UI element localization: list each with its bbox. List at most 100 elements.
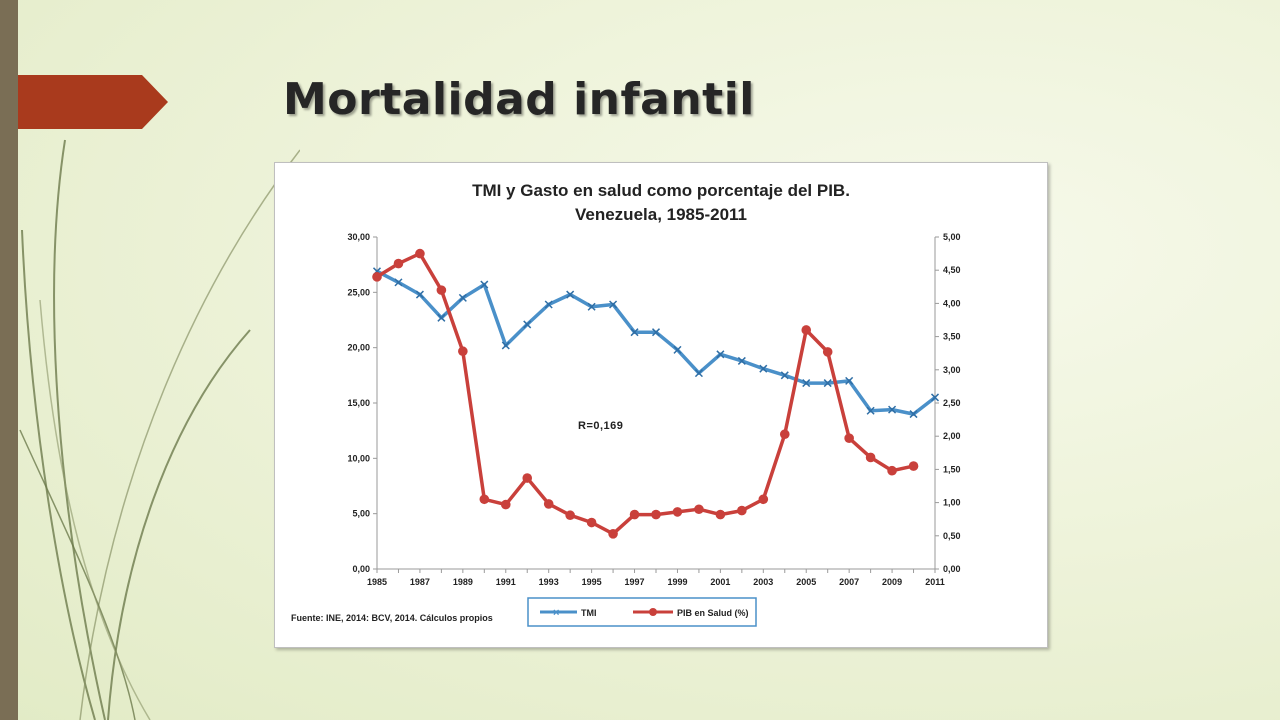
right-y-tick-label: 0,00 [943,564,961,574]
tmi-data-point [888,405,897,414]
pib-data-point [694,504,704,515]
tmi-data-point [630,328,639,337]
x-tick-label: 2011 [925,577,945,587]
tmi-data-point [523,320,532,329]
right-y-tick-label: 2,50 [943,398,961,408]
slide-title: Mortalidad infantil [283,74,755,125]
pib-data-point [393,258,404,269]
tmi-data-point [566,290,575,299]
tmi-data-point [780,371,789,380]
pib-data-point [865,452,876,463]
tmi-data-point [501,341,510,350]
tmi-data-point [737,356,746,365]
pib-data-point [565,510,575,521]
x-tick-label: 1989 [453,577,473,587]
tmi-data-point [415,290,424,299]
chart-series [372,248,940,539]
right-y-tick-label: 4,00 [943,298,961,308]
legend-pib-label: PIB en Salud (%) [677,608,749,618]
tmi-data-point [694,369,703,378]
left-y-tick-label: 0,00 [352,564,370,574]
legend-tmi-marker: × [553,607,559,619]
line-chart: TMI y Gasto en salud como porcentaje del… [291,181,961,627]
pib-data-point [543,499,554,509]
pib-data-point [844,433,854,443]
x-tick-label: 1985 [367,577,387,587]
decorative-grass-lines [19,139,300,720]
x-tick-label: 1995 [582,577,602,587]
chart-title-line-2: Venezuela, 1985-2011 [575,205,747,224]
chart-frame: TMI y Gasto en salud como porcentaje del… [274,162,1048,648]
tmi-data-point [866,406,875,415]
pib-data-point [672,507,683,517]
pib-data-point [436,285,447,295]
left-y-tick-label: 25,00 [347,287,370,297]
tmi-data-point [480,280,489,289]
pib-data-point [822,347,833,357]
tmi-data-point [458,293,467,302]
right-y-tick-label: 1,00 [943,498,961,508]
pib-data-point [500,499,511,510]
x-tick-label: 1987 [410,577,430,587]
pib-data-point [586,517,597,528]
pib-data-point [715,509,726,520]
tmi-data-point [823,379,832,388]
pib-data-point [801,325,812,335]
right-y-tick-label: 4,50 [943,265,961,275]
pib-data-point [415,248,425,259]
pib-data-point [458,346,468,357]
pib-data-point [737,505,747,516]
left-y-tick-label: 10,00 [347,453,370,463]
right-y-tick-label: 5,00 [943,232,961,242]
right-y-tick-label: 3,00 [943,365,961,375]
tmi-data-point [759,364,768,373]
tmi-data-point [930,393,940,402]
chart-axes: 0,00 5,00 10,00 15,00 20,00 25,00 30,00 0,00 0,5… [347,232,960,587]
tmi-data-point [609,300,618,309]
right-y-tick-label: 0,50 [943,531,961,541]
tmi-data-point [394,278,403,287]
x-tick-label: 2005 [796,577,816,587]
legend-pib-marker [649,608,657,616]
tmi-data-point [845,376,854,385]
x-tick-label: 2009 [882,577,902,587]
x-tick-label: 1999 [667,577,687,587]
pib-data-point [608,529,618,539]
chart-title-line-1: TMI y Gasto en salud como porcentaje del… [472,181,850,200]
tmi-data-point [544,300,553,309]
source-note: Fuente: INE, 2014: BCV, 2014. Cálculos p… [291,613,493,623]
pib-data-point [908,461,919,471]
correlation-annotation: R=0,169 [578,420,623,432]
pib-data-point [522,473,533,483]
right-y-tick-label: 2,00 [943,431,961,441]
pib-data-point [887,465,897,476]
pib-data-point [758,494,769,505]
pib-data-point [651,509,661,520]
legend-tmi-label: TMI [581,608,597,618]
left-sidebar-bar [0,0,18,720]
pib-data-point [779,429,790,440]
x-tick-label: 2007 [839,577,859,587]
tmi-data-point [587,302,596,311]
tmi-data-point [716,350,725,359]
x-tick-label: 2003 [753,577,773,587]
x-tick-label: 1991 [496,577,516,587]
tmi-data-point [802,379,811,388]
pib-data-point [372,272,382,282]
title-accent-arrow [18,75,168,129]
left-y-tick-label: 20,00 [347,343,370,353]
left-y-tick-label: 15,00 [347,398,370,408]
pib-data-point [479,494,490,505]
pib-data-point [629,509,640,520]
series-line-pib [376,251,914,536]
x-tick-label: 2001 [710,577,730,587]
left-y-tick-label: 5,00 [352,509,370,519]
tmi-data-point [673,345,682,354]
tmi-data-point [909,410,918,419]
x-tick-label: 1993 [539,577,559,587]
tmi-data-point [651,328,661,337]
tmi-data-point [437,313,446,322]
left-y-tick-label: 30,00 [347,232,370,242]
x-tick-label: 1997 [625,577,645,587]
right-y-tick-label: 3,50 [943,332,961,342]
